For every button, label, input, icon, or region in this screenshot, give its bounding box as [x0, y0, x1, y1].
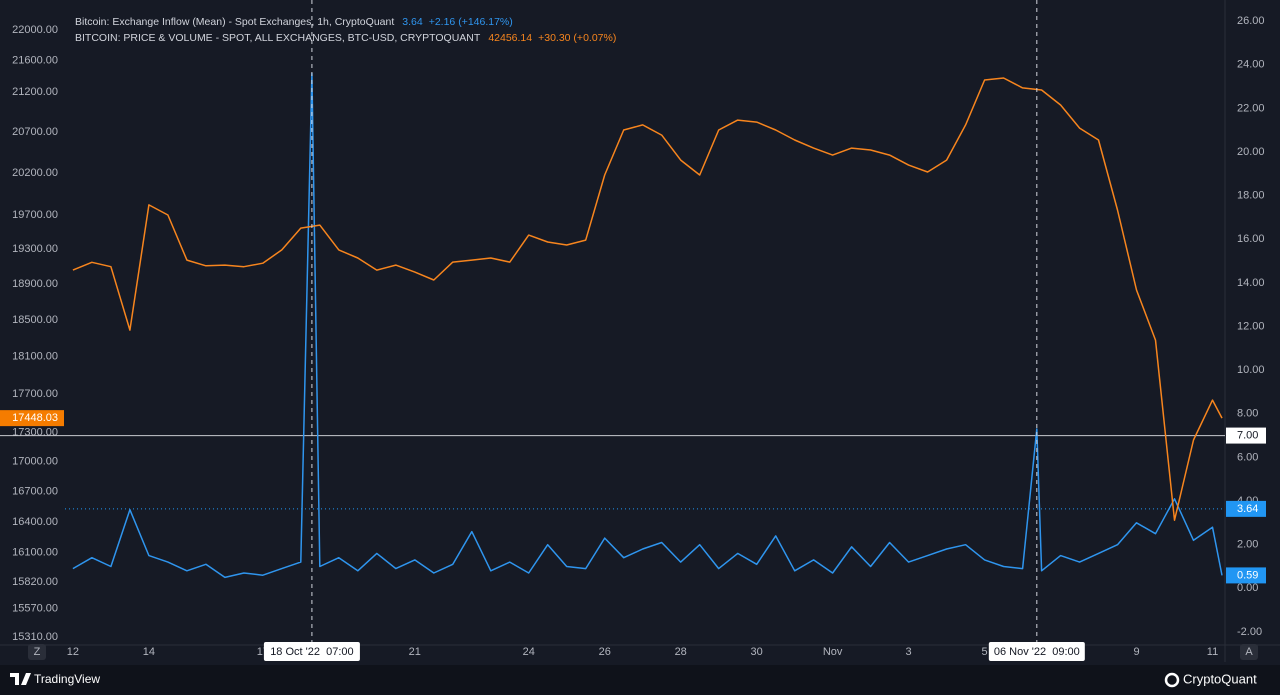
- legend-value: 3.64: [402, 16, 423, 28]
- x-tick-label: 5: [982, 646, 988, 658]
- y2-tick-label: 26.00: [1237, 15, 1265, 27]
- x-tick-label: 26: [599, 646, 611, 658]
- x-tick-label: 24: [523, 646, 535, 658]
- x-tick-label: 30: [751, 646, 763, 658]
- legend-name: Bitcoin: Exchange Inflow (Mean) - Spot E…: [75, 16, 394, 28]
- legend-entry: BITCOIN: PRICE & VOLUME - SPOT, ALL EXCH…: [75, 32, 616, 44]
- x-tick-label: 11: [1207, 646, 1218, 658]
- y2-tick-label: 0.00: [1237, 582, 1258, 594]
- tradingview-logo: [10, 673, 31, 685]
- y-tick-label: 20700.00: [12, 126, 58, 138]
- value-marker: 3.64: [1237, 503, 1258, 515]
- y2-tick-label: 10.00: [1237, 364, 1265, 376]
- crosshair-x-label-bg: [263, 642, 360, 661]
- y-tick-label: 16700.00: [12, 485, 58, 497]
- zoom-button[interactable]: [28, 644, 46, 660]
- legend-entry: Bitcoin: Exchange Inflow (Mean) - Spot E…: [75, 16, 513, 28]
- y-tick-label: 22000.00: [12, 24, 58, 36]
- y2-tick-label: 18.00: [1237, 190, 1265, 202]
- y2-tick-label: 12.00: [1237, 320, 1265, 332]
- value-marker: 0.59: [1237, 569, 1258, 581]
- value-marker-bg: [1226, 567, 1266, 584]
- y-tick-label: 16100.00: [12, 547, 58, 559]
- legend-change: +30.30 (+0.07%): [538, 32, 616, 44]
- y-tick-label: 15310.00: [12, 631, 58, 643]
- y-tick-label: 21600.00: [12, 55, 58, 67]
- crosshair-y-label-bg: [1226, 427, 1266, 444]
- price-marker-bg: [0, 410, 64, 427]
- y-tick-label: 15570.00: [12, 603, 58, 615]
- y2-tick-label: 8.00: [1237, 408, 1258, 420]
- crosshair-x-label-bg: [988, 642, 1085, 661]
- x-tick-label: Nov: [823, 646, 843, 658]
- crosshair-x-label: 18 Oct '22 07:00: [270, 646, 353, 658]
- zoom-button-label[interactable]: Z: [34, 646, 41, 658]
- y2-tick-label: 16.00: [1237, 233, 1265, 245]
- y-tick-label: 17300.00: [12, 426, 58, 438]
- price-marker: 17448.03: [12, 412, 58, 424]
- y-tick-label: 19300.00: [12, 243, 58, 255]
- y-tick-label: 17700.00: [12, 388, 58, 400]
- series-line: [72, 77, 1223, 521]
- x-tick-label: 28: [675, 646, 687, 658]
- cryptoquant-icon: [1164, 672, 1180, 688]
- legend-change: +2.16 (+146.17%): [429, 16, 513, 28]
- crosshair-x-label: 06 Nov '22 09:00: [994, 646, 1080, 658]
- value-marker-bg: [1226, 500, 1266, 517]
- brand-left: TradingView: [34, 672, 100, 686]
- x-tick-label: 3: [906, 646, 912, 658]
- y-tick-label: 18500.00: [12, 314, 58, 326]
- brand-right: CryptoQuant: [1183, 671, 1257, 686]
- y-tick-label: 18900.00: [12, 278, 58, 290]
- y2-tick-label: 24.00: [1237, 59, 1265, 71]
- y2-tick-label: 20.00: [1237, 146, 1265, 158]
- y-tick-label: 20200.00: [12, 167, 58, 179]
- y-tick-label: 16400.00: [12, 516, 58, 528]
- x-tick-label: 14: [143, 646, 155, 658]
- auto-button[interactable]: [1240, 644, 1258, 660]
- y2-tick-label: 22.00: [1237, 102, 1265, 114]
- y2-tick-label: 2.00: [1237, 539, 1258, 551]
- legend-value: 42456.14: [488, 32, 532, 44]
- y-tick-label: 19700.00: [12, 209, 58, 221]
- x-tick-label: 21: [409, 646, 421, 658]
- x-tick-label: 12: [67, 646, 79, 658]
- y-tick-label: 17000.00: [12, 456, 58, 468]
- series-line: [72, 72, 1223, 579]
- y-tick-label: 15820.00: [12, 576, 58, 588]
- tradingview-icon: [10, 673, 31, 685]
- footer: [0, 665, 1280, 695]
- y2-tick-label: 14.00: [1237, 277, 1265, 289]
- y-tick-label: 21200.00: [12, 86, 58, 98]
- y2-tick-label: 6.00: [1237, 451, 1258, 463]
- auto-button-label[interactable]: A: [1245, 646, 1253, 658]
- crosshair-y-label: 7.00: [1237, 429, 1258, 441]
- x-tick-label: 9: [1133, 646, 1139, 658]
- y-tick-label: 18100.00: [12, 351, 58, 363]
- legend-name: BITCOIN: PRICE & VOLUME - SPOT, ALL EXCH…: [75, 32, 481, 44]
- y2-tick-label: -2.00: [1237, 626, 1262, 638]
